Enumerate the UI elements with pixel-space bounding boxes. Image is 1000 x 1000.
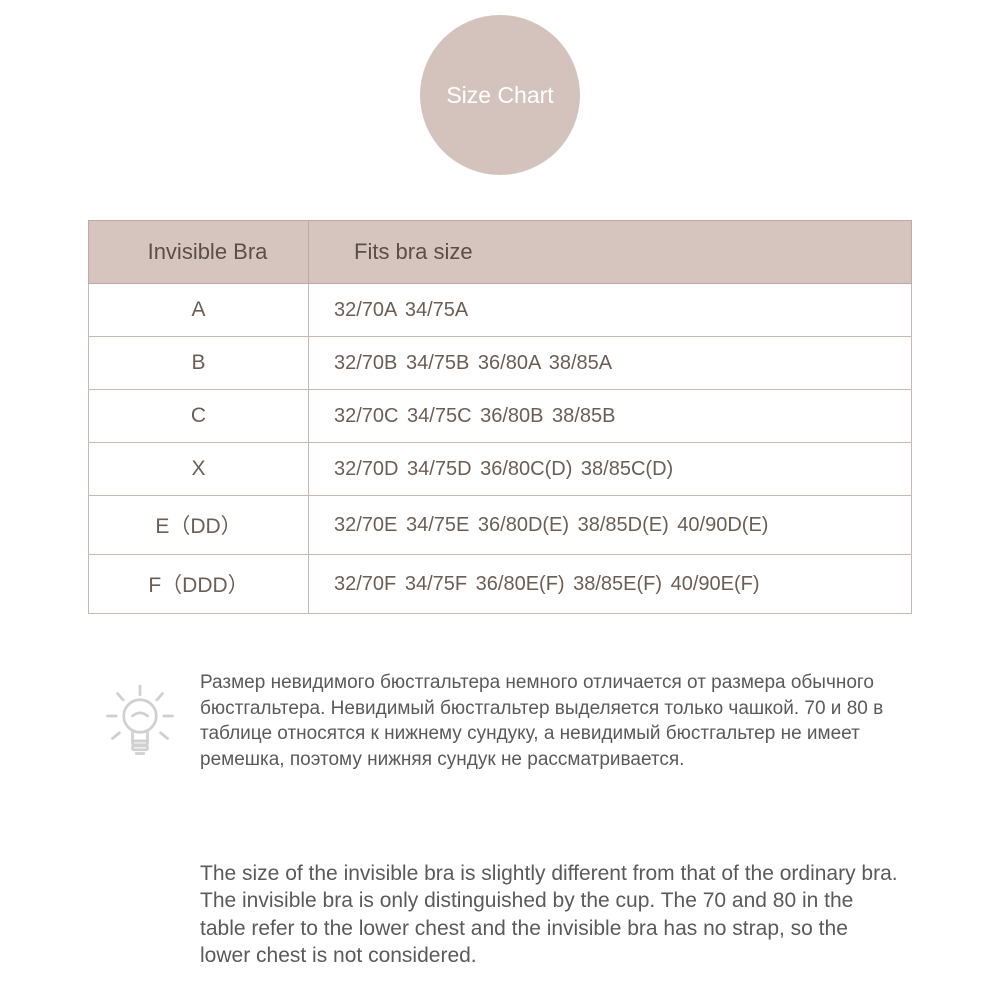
row-value: 32/70B 34/75B 36/80A 38/85A [309, 337, 912, 390]
size-chart-table: Invisible Bra Fits bra size A 32/70A 34/… [88, 220, 912, 614]
table-row: A 32/70A 34/75A [89, 284, 912, 337]
badge-label: Size Chart [446, 82, 553, 109]
row-label: C [89, 390, 309, 443]
lightbulb-icon [100, 681, 180, 761]
table-row: F（DDD） 32/70F 34/75F 36/80E(F) 38/85E(F)… [89, 555, 912, 614]
row-label: E（DD） [89, 496, 309, 555]
row-value: 32/70F 34/75F 36/80E(F) 38/85E(F) 40/90E… [309, 555, 912, 614]
row-label: X [89, 443, 309, 496]
table-header-col1: Invisible Bra [89, 221, 309, 284]
row-label: F（DDD） [89, 555, 309, 614]
hint-text-en: The size of the invisible bra is slightl… [200, 860, 900, 969]
row-value: 32/70E 34/75E 36/80D(E) 38/85D(E) 40/90D… [309, 496, 912, 555]
row-value: 32/70D 34/75D 36/80C(D) 38/85C(D) [309, 443, 912, 496]
table-header-row: Invisible Bra Fits bra size [89, 221, 912, 284]
hint-text-ru: Размер невидимого бюстгальтера немного о… [200, 670, 900, 773]
hint-block-ru: Размер невидимого бюстгальтера немного о… [100, 670, 900, 773]
table-header-col2: Fits bra size [309, 221, 912, 284]
row-label: B [89, 337, 309, 390]
table-row: X 32/70D 34/75D 36/80C(D) 38/85C(D) [89, 443, 912, 496]
table-row: B 32/70B 34/75B 36/80A 38/85A [89, 337, 912, 390]
table-row: E（DD） 32/70E 34/75E 36/80D(E) 38/85D(E) … [89, 496, 912, 555]
size-chart-badge: Size Chart [420, 15, 580, 175]
row-label: A [89, 284, 309, 337]
row-value: 32/70A 34/75A [309, 284, 912, 337]
row-value: 32/70C 34/75C 36/80B 38/85B [309, 390, 912, 443]
table-row: C 32/70C 34/75C 36/80B 38/85B [89, 390, 912, 443]
